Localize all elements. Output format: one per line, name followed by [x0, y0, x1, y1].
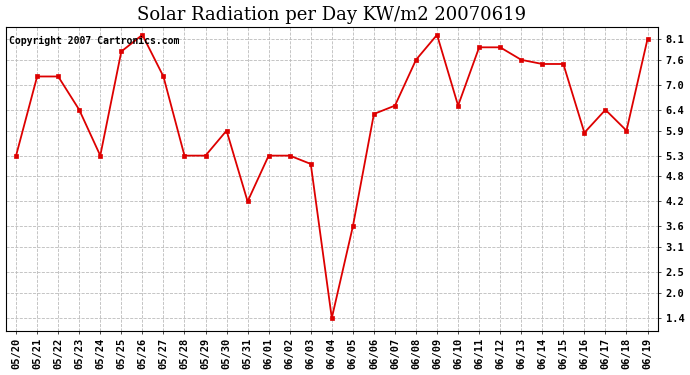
Text: Copyright 2007 Cartronics.com: Copyright 2007 Cartronics.com [9, 36, 179, 46]
Title: Solar Radiation per Day KW/m2 20070619: Solar Radiation per Day KW/m2 20070619 [137, 6, 526, 24]
